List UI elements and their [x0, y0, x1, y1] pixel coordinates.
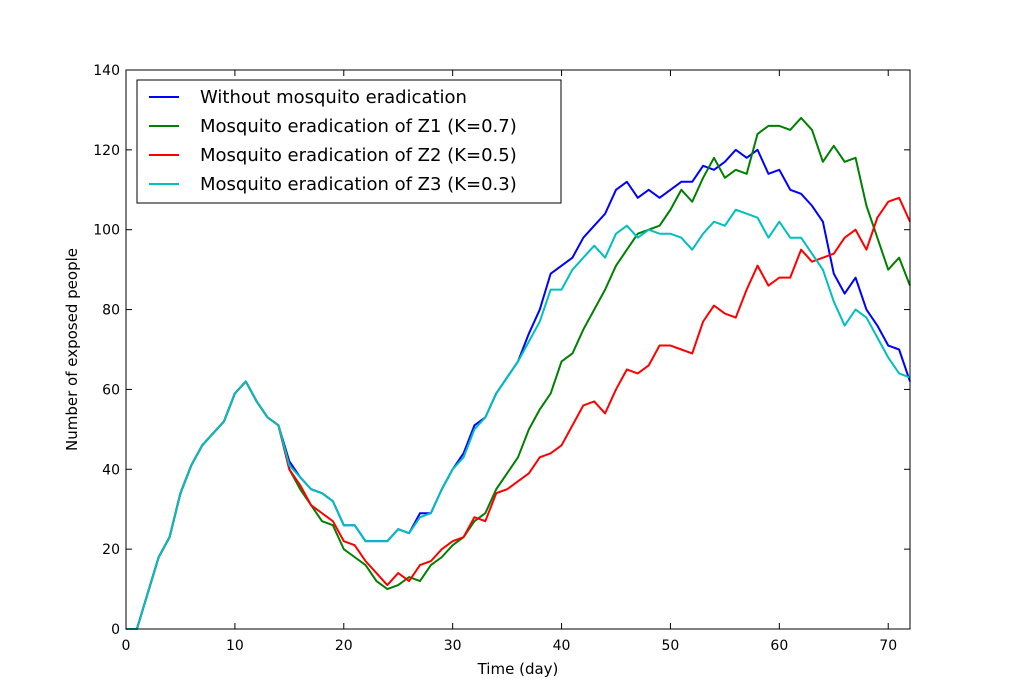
x-tick-label: 50: [662, 638, 680, 654]
y-tick-label: 0: [111, 622, 120, 638]
x-tick-label: 10: [226, 638, 244, 654]
y-axis-label: Number of exposed people: [63, 248, 81, 451]
series-layer: [126, 116, 911, 630]
y-tick-label: 120: [93, 143, 120, 159]
y-tick-label: 60: [102, 382, 120, 398]
x-tick-label: 40: [553, 638, 571, 654]
series-line-1: [126, 148, 911, 630]
x-tick-label: 20: [335, 638, 353, 654]
series-line-4: [126, 208, 911, 630]
x-axis-label: Time (day): [477, 660, 559, 678]
plot-area-frame: [125, 69, 911, 630]
x-tick-label: 30: [444, 638, 462, 654]
legend-box: [136, 79, 562, 204]
x-tick-label: 0: [122, 638, 131, 654]
y-tick-label: 100: [93, 223, 120, 239]
legend: Without mosquito eradication Mosquito era…: [136, 79, 562, 204]
x-tick-label: 70: [879, 638, 897, 654]
legend-label-3: Mosquito eradication of Z2 (K=0.5): [200, 145, 517, 166]
series-line-3: [126, 196, 911, 630]
x-tick-label: 60: [770, 638, 788, 654]
axis-ticks: 0 10 20 30 40 50 60 70 0 20 40 60 80 100 120 140: [93, 63, 910, 654]
legend-label-1: Without mosquito eradication: [200, 87, 467, 108]
legend-label-2: Mosquito eradication of Z1 (K=0.7): [200, 116, 517, 137]
y-tick-label: 80: [102, 303, 120, 319]
legend-label-4: Mosquito eradication of Z3 (K=0.3): [200, 174, 517, 195]
y-tick-label: 40: [102, 462, 120, 478]
y-tick-label: 140: [93, 63, 120, 79]
y-tick-label: 20: [102, 542, 120, 558]
